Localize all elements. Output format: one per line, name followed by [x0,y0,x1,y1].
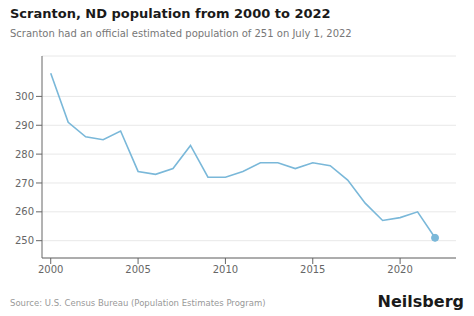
html-text:Neilsberg: Neilsberg [377,292,464,311]
svg-text:2015: 2015 [300,264,325,275]
svg-text:300: 300 [15,91,34,102]
svg-text:250: 250 [15,235,34,246]
html-text:Source: U.S. Census Bureau (Po: Source: U.S. Census Bureau (Population E… [10,298,266,308]
svg-text:290: 290 [15,120,34,131]
html-text:Scranton, ND population from 2: Scranton, ND population from 2000 to 202… [10,6,331,21]
svg-text:2020: 2020 [387,264,412,275]
svg-text:2010: 2010 [213,264,238,275]
html-text:Scranton had an official estim: Scranton had an official estimated popul… [10,28,352,39]
svg-text:260: 260 [15,206,34,217]
svg-text:2005: 2005 [125,264,150,275]
svg-text:2000: 2000 [38,264,63,275]
svg-text:270: 270 [15,178,34,189]
svg-text:280: 280 [15,149,34,160]
